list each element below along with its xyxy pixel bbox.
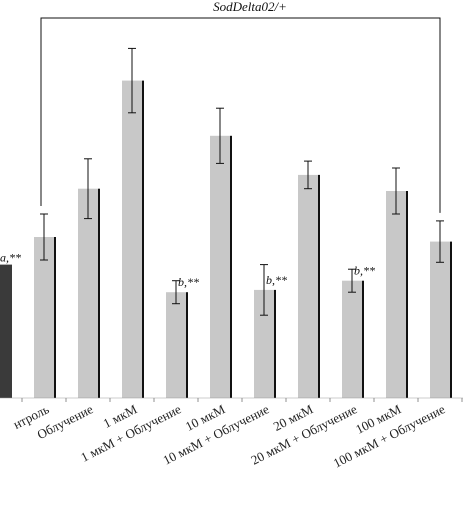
error-bar (436, 220, 444, 263)
bar-edge (362, 280, 364, 398)
bar-edge (142, 80, 144, 398)
bar-edge (406, 191, 408, 398)
error-bar (172, 280, 180, 305)
bracket-line (40, 17, 441, 213)
error-bar (128, 47, 136, 114)
bar (210, 135, 230, 399)
bar-edge (318, 174, 320, 398)
bar-annotation: b,** (266, 273, 287, 287)
bar-annotation: b,** (354, 264, 375, 278)
bar-edge (230, 135, 232, 399)
bar (122, 80, 142, 398)
bar (342, 280, 362, 398)
error-bar (260, 264, 268, 316)
bar-partial-left (0, 264, 12, 398)
bar-annotation: a,** (0, 251, 21, 265)
significance-bracket: SodDelta02/+ (40, 0, 441, 213)
bar (166, 292, 186, 398)
bar (34, 237, 54, 398)
bar (298, 174, 318, 398)
bar-edge (54, 237, 56, 398)
bar-edge (274, 289, 276, 398)
bar-edge (98, 188, 100, 398)
bars-group: a,** b,** b,** b,** (0, 47, 463, 402)
error-bar (216, 107, 224, 164)
bar-edge (450, 241, 452, 398)
error-bar (304, 160, 312, 190)
bar (254, 289, 274, 398)
error-bar (392, 167, 400, 215)
bar (78, 188, 98, 398)
bar (386, 191, 406, 398)
bar-annotation: b,** (178, 275, 199, 289)
bar (430, 241, 450, 398)
bar-edge (186, 292, 188, 398)
error-bar (348, 268, 356, 293)
error-bar (40, 213, 48, 261)
bracket-label: SodDelta02/+ (213, 0, 287, 14)
error-bar (84, 158, 92, 220)
